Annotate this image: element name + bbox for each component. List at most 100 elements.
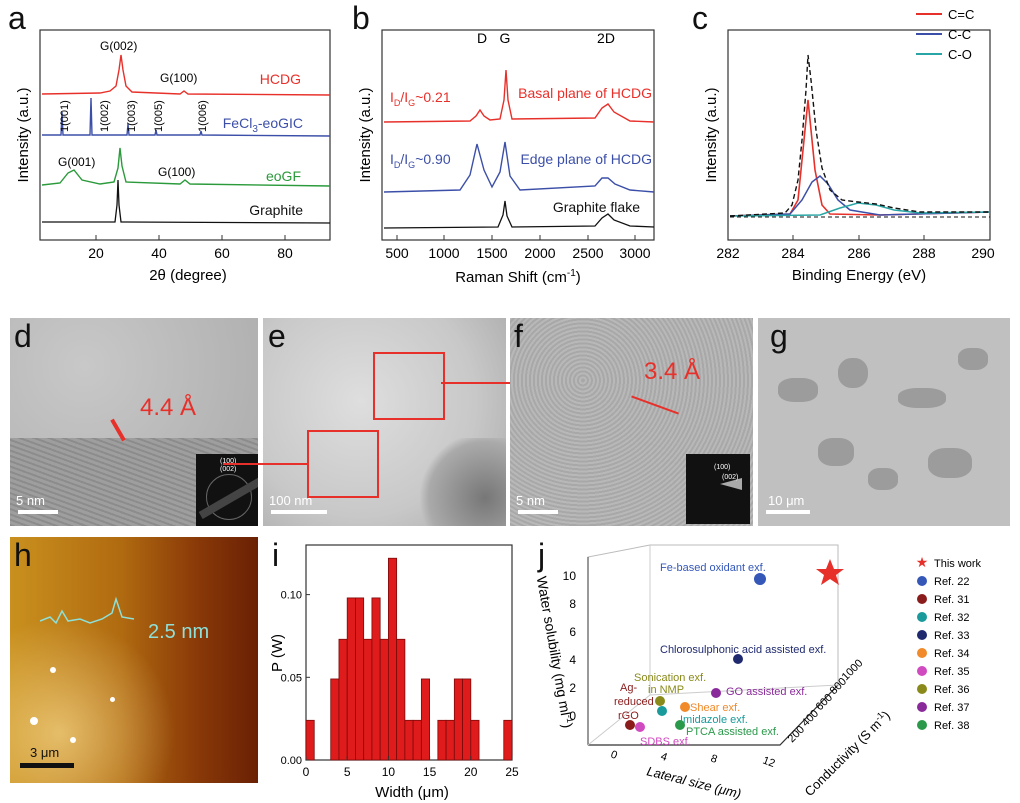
panel-a-peak-label: G(100): [158, 165, 195, 179]
panel-c-xtick-label: 284: [781, 245, 805, 261]
panel-c-legend-label: C=C: [948, 7, 974, 22]
panel-d-scale-label: 5 nm: [16, 493, 45, 508]
panel-e-tem: 100 nm: [263, 318, 506, 526]
panel-j-ztick: 2: [569, 681, 576, 695]
panel-e-scale-label: 100 nm: [269, 493, 313, 508]
panel-c-legend-label: C-O: [948, 47, 972, 62]
panel-a-peak-label: G(001): [58, 155, 95, 169]
panel-letter-g: g: [770, 318, 788, 354]
histogram-bar: [355, 597, 365, 761]
panel-j-floor-axes: [588, 684, 839, 746]
panel-j-point-label: Shear exf.: [690, 702, 740, 714]
panel-j-point-label: Imidazole exf.: [680, 714, 748, 726]
panel-j-point-ref33: [733, 654, 743, 664]
panel-i-xtick-label: 15: [423, 765, 437, 779]
panel-b-xtick-label: 1500: [476, 245, 507, 261]
panel-d-saed-inset: (100) (002): [196, 454, 258, 526]
histogram-bar: [437, 719, 447, 761]
panel-f-scalebar: [518, 510, 558, 514]
panel-j-ztick: 10: [563, 569, 577, 583]
panel-j-point-label: Sonication exf.: [634, 672, 706, 684]
panel-j-ytick: 200: [786, 724, 807, 745]
panel-letter-c: c: [692, 0, 708, 36]
panel-letter-e: e: [268, 318, 286, 354]
panel-c-xtick-label: 282: [716, 245, 740, 261]
panel-i-ylabel: P (W): [269, 634, 286, 672]
histogram-bar: [412, 719, 422, 761]
panel-j-legend-label: Ref. 38: [934, 720, 969, 732]
panel-j-ytick: 1000: [840, 657, 866, 683]
histogram-bar: [371, 597, 381, 761]
histogram-bar: [330, 678, 340, 761]
panel-j-point-ref34: [680, 702, 690, 712]
panel-j-point-ref37: [711, 688, 721, 698]
panel-a-peak-label: 1(001): [59, 100, 71, 132]
panel-e-scalebar: [271, 510, 327, 514]
panel-h-afm: 2.5 nm 3 μm: [10, 537, 258, 783]
panel-j-legend: ★ This work Ref. 22 Ref. 31 Ref. 32 Ref.…: [916, 554, 982, 732]
histogram-bar: [305, 719, 315, 761]
panel-e-connector: [441, 382, 521, 384]
panel-b-curve-edge: [383, 141, 655, 193]
panel-b-frame: [381, 29, 655, 241]
panel-c-envelope: [729, 54, 990, 217]
panel-j-legend-marker: [917, 648, 927, 658]
panel-c-xtick-label: 290: [971, 245, 995, 261]
panel-a-peak-label: 1(006): [197, 100, 209, 132]
panel-f-scale-label: 5 nm: [516, 493, 545, 508]
panel-j-legend-marker: ★: [916, 554, 929, 570]
panel-h-height: 2.5 nm: [148, 621, 210, 643]
panel-b-chart: D G 2D 500 1000 1500 2000 2500 3000 Rama…: [357, 29, 655, 286]
panel-c-legend-label: C-C: [948, 27, 971, 42]
panel-a-peak-label: G(100): [160, 71, 197, 85]
panel-b-band-label: D: [477, 30, 487, 46]
panel-j-point-label: Fe-based oxidant exf.: [660, 562, 766, 574]
panel-i-xtick-label: 10: [382, 765, 396, 779]
panel-letter-a: a: [8, 0, 26, 36]
histogram-bar: [445, 719, 455, 761]
histogram-bar: [420, 678, 431, 761]
panel-a-peak-label: G(002): [100, 39, 137, 53]
panel-a-peak-label: 1(003): [126, 100, 138, 132]
panel-e-connector: [223, 463, 307, 465]
panel-j-legend-marker: [917, 666, 927, 676]
panel-e-zoom-box: [373, 352, 445, 420]
panel-j-ztick: 8: [569, 597, 576, 611]
histogram-bar: [470, 719, 480, 761]
panel-c-legend: C=C C-C C-O: [916, 7, 974, 62]
panel-j-ytick: 600: [814, 692, 835, 713]
panel-j-point-label: Ag-: [620, 682, 637, 694]
panel-a-ylabel: Intensity (a.u.): [15, 87, 32, 182]
histogram-bar: [379, 638, 389, 761]
panel-j-legend-marker: [917, 684, 927, 694]
panel-letter-j: j: [538, 537, 546, 573]
panel-j-legend-marker: [917, 576, 927, 586]
panel-letter-d: d: [14, 318, 32, 354]
panel-i-ytick-label: 0.10: [281, 590, 302, 602]
panel-j-point-ref22: [754, 573, 766, 585]
panel-j-point-label: reduced: [614, 696, 654, 708]
panel-d-spacing: 4.4 Å: [140, 394, 197, 421]
panel-j-xlabel: Lateral size (μm): [645, 763, 742, 801]
panel-j-point-label: rGO: [618, 710, 639, 722]
panel-letter-b: b: [352, 0, 370, 36]
histogram-bar: [388, 557, 398, 761]
panel-j-point-ref38: [675, 720, 685, 730]
panel-f-saed-label: (100): [714, 464, 731, 471]
panel-b-band-label: G: [500, 30, 511, 46]
histogram-bar: [453, 678, 463, 761]
panel-j-point-label: in NMP: [648, 684, 684, 696]
panel-d-tem: 4.4 Å (100) (002) 5 nm: [10, 318, 258, 526]
panel-b-xtick-label: 3000: [619, 245, 650, 261]
panel-j-point-label: SDBS exf.: [640, 736, 691, 748]
panel-h-height-profile: [39, 596, 135, 625]
panel-j-xtick: 12: [761, 755, 777, 770]
panel-a-curve-label-hcdg: HCDG: [260, 71, 301, 87]
panel-j-legend-marker: [917, 612, 927, 622]
panel-a-curve-label-fecl3: FeCl3-eoGIC: [223, 115, 303, 135]
panel-a-xlabel: 2θ (degree): [149, 267, 227, 284]
panel-b-curve-label-edge: Edge plane of HCDG: [520, 151, 652, 167]
histogram-bar: [503, 719, 513, 761]
panel-f-saed-inset: (100) (002): [686, 454, 750, 524]
panel-a-curve-eogf: [41, 147, 331, 187]
